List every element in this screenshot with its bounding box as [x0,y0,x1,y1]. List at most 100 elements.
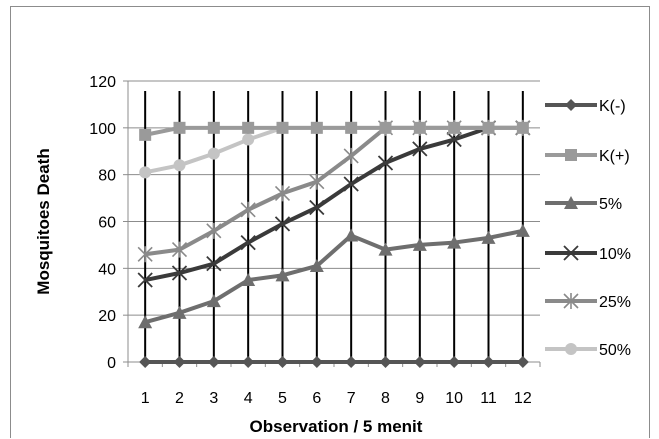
data-point-k [516,121,529,134]
data-point-5 [447,235,462,249]
data-point-k [516,356,529,368]
legend-marker-k [565,99,577,111]
data-point-50 [207,147,220,160]
y-tick-label-80: 80 [98,168,116,185]
data-point-5 [344,228,359,242]
x-tick-label-9: 9 [415,390,424,407]
data-point-5 [241,273,256,287]
data-point-k [173,121,186,134]
series-lines [144,125,524,364]
data-point-10 [309,199,325,216]
data-point-25 [274,185,291,202]
series-line-25 [144,125,523,257]
data-point-25 [240,201,256,218]
data-point-5 [481,230,496,244]
x-tick-label-10: 10 [445,390,463,407]
data-point-k [276,356,289,368]
data-point-5 [275,268,290,282]
y-tick-label-0: 0 [107,355,116,372]
data-point-10 [343,176,359,192]
data-point-k [139,128,152,141]
data-point-k [413,356,426,368]
data-point-k [379,121,392,134]
legend-label-25: 25% [599,294,631,311]
data-point-k [173,356,186,368]
data-point-50 [242,133,255,146]
data-point-50 [139,166,152,179]
gridlines [128,80,540,363]
x-tick-label-12: 12 [514,390,532,407]
series-line-10 [144,125,523,283]
data-point-25 [309,173,325,190]
x-tick-label-8: 8 [381,390,390,407]
data-point-10 [446,131,462,148]
data-point-5 [138,315,153,329]
data-point-k [242,356,255,368]
data-point-k [345,356,358,368]
x-tick-label-6: 6 [312,390,321,407]
data-point-k [242,121,255,134]
data-point-10 [240,234,256,251]
data-point-10 [171,265,188,281]
legend-marker-5 [564,196,578,209]
data-point-k [345,121,358,134]
data-point-k [482,356,495,368]
y-axis-title: Mosquitoes Death [34,148,53,294]
data-point-k [310,121,323,134]
data-point-25 [137,246,153,263]
y-tick-label-120: 120 [89,74,116,91]
data-point-5 [378,242,393,256]
x-tick-labels: 1 2 3 4 5 6 7 8 9 10 11 12 [141,390,532,407]
legend-label-5: 5% [599,196,622,213]
y-tick-label-20: 20 [98,308,116,325]
series-line-5 [144,228,524,325]
legend-marker-50 [565,343,577,355]
data-point-5 [515,223,530,237]
x-axis-title: Observation / 5 menit [250,417,423,436]
data-point-10 [274,216,291,232]
x-tick-label-3: 3 [209,390,218,407]
legend-label-k: K(-) [599,98,626,115]
series-markers [137,119,531,368]
data-point-50 [173,159,186,172]
x-tick-label-5: 5 [278,390,287,407]
data-point-k [207,121,220,134]
y-tick-label-100: 100 [89,121,116,138]
x-tick-label-7: 7 [347,390,356,407]
x-tick-label-4: 4 [244,390,253,407]
data-point-k [379,356,392,368]
data-point-k [276,121,289,134]
x-tick-label-11: 11 [480,390,497,407]
data-point-5 [309,258,324,272]
data-point-10 [137,272,153,288]
legend-label-k: K(+) [599,148,630,165]
data-point-5 [412,237,427,251]
data-point-25 [206,222,222,239]
data-point-5 [172,305,187,319]
vertical-drop-lines [144,91,524,362]
y-tick-labels: 0 20 40 60 80 100 120 [89,74,116,372]
legend-label-50: 50% [599,342,631,359]
x-tick-label-1: 1 [141,390,150,407]
y-tick-label-60: 60 [98,215,116,232]
data-point-5 [206,294,221,308]
legend-marker-10 [563,245,579,261]
data-point-k [310,356,323,368]
data-point-25 [171,241,188,258]
data-point-25 [343,147,359,164]
data-point-k [207,356,220,368]
data-point-k [448,356,461,368]
x-tick-label-2: 2 [175,390,184,407]
legend-marker-25 [563,293,579,309]
legend: K(-) K(+) 5% 10% 25% 50% [545,98,631,359]
data-point-k [448,121,461,134]
legend-label-10: 10% [599,246,631,263]
data-point-10 [206,256,222,272]
axes [123,80,541,367]
data-point-k [413,121,426,134]
data-point-k [139,356,152,368]
y-tick-label-40: 40 [98,261,116,278]
data-point-k [482,121,495,134]
data-point-10 [377,155,394,171]
